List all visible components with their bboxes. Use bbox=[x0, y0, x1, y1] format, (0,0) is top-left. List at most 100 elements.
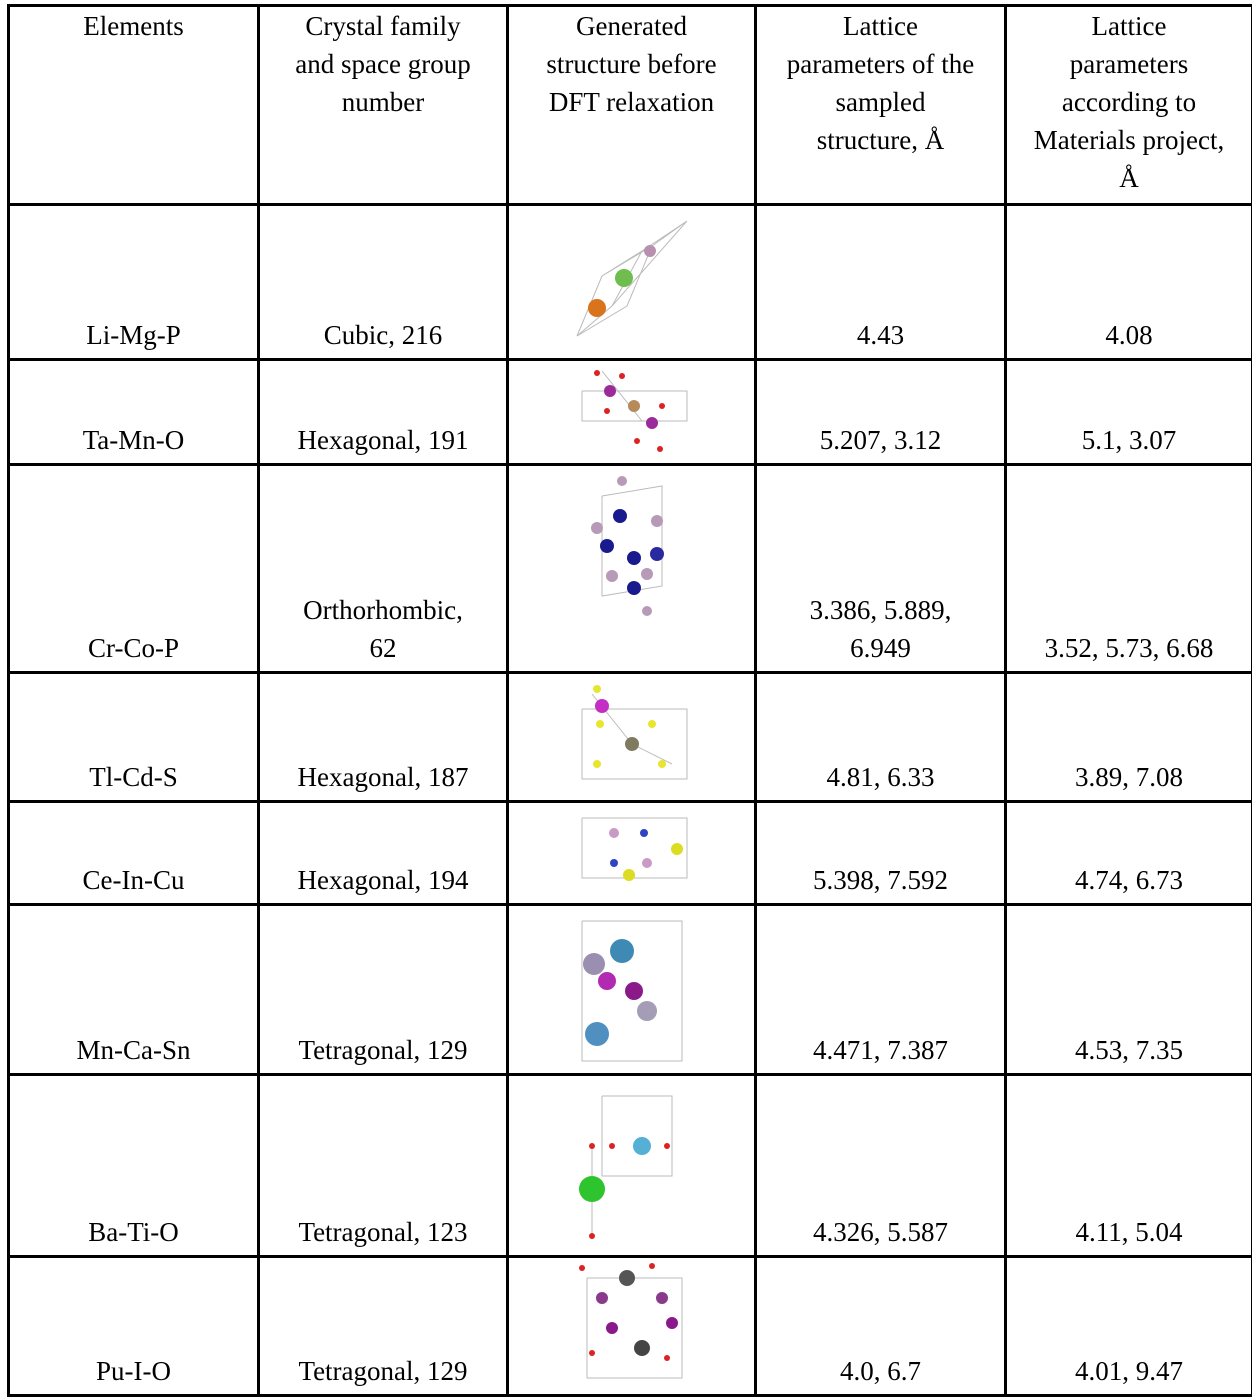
structure-cell bbox=[508, 1075, 756, 1257]
table-row: Ba-Ti-O Tetragonal, 123 4.326, 5.587 4.11, … bbox=[9, 1075, 1252, 1257]
crystal-structure bbox=[572, 906, 692, 1066]
cell-text: 4.08 bbox=[1105, 320, 1152, 350]
table-row: Mn-Ca-Sn Tetragonal, 129 4.471, 7.387 4.53,… bbox=[9, 905, 1252, 1075]
structure-cell bbox=[508, 905, 756, 1075]
table-cell: Orthorhombic, 62 bbox=[259, 465, 508, 673]
cell-text: 4.01, 9.47 bbox=[1075, 1356, 1183, 1386]
structure-cell bbox=[508, 465, 756, 673]
cell-text: Hexagonal, 191 bbox=[298, 421, 469, 459]
table-cell: 4.08 bbox=[1006, 205, 1252, 360]
structure-cell bbox=[508, 360, 756, 465]
crystal-structure bbox=[572, 466, 692, 616]
table-row: Li-Mg-P Cubic, 216 4.43 4.08 bbox=[9, 205, 1252, 360]
cell-text: 4.326, 5.587 bbox=[813, 1213, 948, 1251]
cell-text: Pu-I-O bbox=[96, 1356, 171, 1386]
cell-text: Lattice parameters according to Material… bbox=[1032, 7, 1227, 197]
table-cell: Tetragonal, 123 bbox=[259, 1075, 508, 1257]
cell-text: Elements bbox=[83, 7, 183, 45]
cell-text: 5.207, 3.12 bbox=[820, 421, 942, 459]
table-cell: Li-Mg-P bbox=[9, 205, 259, 360]
crystal-structure bbox=[572, 674, 692, 784]
table-cell: Hexagonal, 191 bbox=[259, 360, 508, 465]
cell-text: 4.471, 7.387 bbox=[813, 1031, 948, 1069]
cell-text: Tetragonal, 129 bbox=[298, 1031, 467, 1069]
cell-text: 4.11, 5.04 bbox=[1076, 1217, 1183, 1247]
crystal-structure bbox=[572, 803, 692, 883]
structure-cell bbox=[508, 673, 756, 802]
table-cell: 4.74, 6.73 bbox=[1006, 802, 1252, 905]
table-cell: 4.471, 7.387 bbox=[756, 905, 1006, 1075]
cell-text: 4.74, 6.73 bbox=[1075, 865, 1183, 895]
table-cell: 4.01, 9.47 bbox=[1006, 1257, 1252, 1396]
table-row: Ta-Mn-O Hexagonal, 191 5.207, 3.12 5.1, 3.0… bbox=[9, 360, 1252, 465]
table-cell: Mn-Ca-Sn bbox=[9, 905, 259, 1075]
header-cell: Lattice parameters of the sampled struct… bbox=[756, 6, 1006, 205]
cell-text: Tetragonal, 129 bbox=[298, 1352, 467, 1390]
cell-text: Crystal family and space group number bbox=[286, 7, 481, 121]
header-cell: Generated structure before DFT relaxatio… bbox=[508, 6, 756, 205]
cell-text: Orthorhombic, 62 bbox=[291, 591, 476, 667]
table-cell: 3.386, 5.889, 6.949 bbox=[756, 465, 1006, 673]
cell-text: 5.398, 7.592 bbox=[813, 861, 948, 899]
table-cell: Hexagonal, 187 bbox=[259, 673, 508, 802]
cell-text: 3.386, 5.889, 6.949 bbox=[781, 591, 981, 667]
table-row: Pu-I-O Tetragonal, 129 4.0, 6.7 4.01, 9.47 bbox=[9, 1257, 1252, 1396]
results-table: Elements Crystal family and space group n… bbox=[7, 4, 1252, 1397]
cell-text: Li-Mg-P bbox=[86, 320, 181, 350]
crystal-structure bbox=[572, 206, 692, 356]
cell-text: 3.52, 5.73, 6.68 bbox=[1045, 633, 1214, 663]
table-cell: 5.398, 7.592 bbox=[756, 802, 1006, 905]
table-cell: 3.52, 5.73, 6.68 bbox=[1006, 465, 1252, 673]
table-cell: Hexagonal, 194 bbox=[259, 802, 508, 905]
cell-text: Ta-Mn-O bbox=[83, 425, 185, 455]
table-cell: 4.81, 6.33 bbox=[756, 673, 1006, 802]
cell-text: Ce-In-Cu bbox=[83, 865, 185, 895]
table-cell: Cr-Co-P bbox=[9, 465, 259, 673]
table-cell: Ba-Ti-O bbox=[9, 1075, 259, 1257]
cell-text: Lattice parameters of the sampled struct… bbox=[783, 7, 978, 159]
table-body: Li-Mg-P Cubic, 216 4.43 4.08 Ta-Mn-O Hexagona… bbox=[9, 205, 1252, 1396]
cell-text: 4.53, 7.35 bbox=[1075, 1035, 1183, 1065]
cell-text: 4.0, 6.7 bbox=[840, 1352, 921, 1390]
header-cell: Elements bbox=[9, 6, 259, 205]
cell-text: 4.81, 6.33 bbox=[827, 758, 935, 796]
crystal-structure bbox=[572, 1076, 692, 1251]
cell-text: Mn-Ca-Sn bbox=[77, 1035, 191, 1065]
table-cell: 5.1, 3.07 bbox=[1006, 360, 1252, 465]
table-row: Tl-Cd-S Hexagonal, 187 4.81, 6.33 3.89, 7.0… bbox=[9, 673, 1252, 802]
crystal-structure bbox=[572, 361, 692, 461]
header-cell: Crystal family and space group number bbox=[259, 6, 508, 205]
table-cell: Tetragonal, 129 bbox=[259, 1257, 508, 1396]
crystal-structure bbox=[572, 1258, 692, 1388]
cell-text: Generated structure before DFT relaxatio… bbox=[534, 7, 729, 121]
structure-cell bbox=[508, 205, 756, 360]
cell-text: Ba-Ti-O bbox=[88, 1217, 179, 1247]
table-cell: 4.326, 5.587 bbox=[756, 1075, 1006, 1257]
table-cell: 3.89, 7.08 bbox=[1006, 673, 1252, 802]
cell-text: Tetragonal, 123 bbox=[298, 1213, 467, 1251]
header-cell: Lattice parameters according to Material… bbox=[1006, 6, 1252, 205]
table-cell: 4.43 bbox=[756, 205, 1006, 360]
table-row: Ce-In-Cu Hexagonal, 194 5.398, 7.592 4.74, … bbox=[9, 802, 1252, 905]
cell-text: Tl-Cd-S bbox=[89, 762, 178, 792]
table-row: Cr-Co-P Orthorhombic, 62 3.386, 5.889, 6.9… bbox=[9, 465, 1252, 673]
cell-text: Cubic, 216 bbox=[324, 316, 443, 354]
table-cell: 4.11, 5.04 bbox=[1006, 1075, 1252, 1257]
cell-text: 5.1, 3.07 bbox=[1082, 425, 1177, 455]
table-cell: 5.207, 3.12 bbox=[756, 360, 1006, 465]
table-cell: Tl-Cd-S bbox=[9, 673, 259, 802]
table-cell: Ta-Mn-O bbox=[9, 360, 259, 465]
cell-text: 3.89, 7.08 bbox=[1075, 762, 1183, 792]
table-cell: Ce-In-Cu bbox=[9, 802, 259, 905]
table-cell: Pu-I-O bbox=[9, 1257, 259, 1396]
cell-text: Hexagonal, 194 bbox=[298, 861, 469, 899]
cell-text: Hexagonal, 187 bbox=[298, 758, 469, 796]
table-cell: 4.0, 6.7 bbox=[756, 1257, 1006, 1396]
table-cell: Cubic, 216 bbox=[259, 205, 508, 360]
header-row: Elements Crystal family and space group n… bbox=[9, 6, 1252, 205]
table-cell: 4.53, 7.35 bbox=[1006, 905, 1252, 1075]
structure-cell bbox=[508, 1257, 756, 1396]
structure-cell bbox=[508, 802, 756, 905]
table-cell: Tetragonal, 129 bbox=[259, 905, 508, 1075]
